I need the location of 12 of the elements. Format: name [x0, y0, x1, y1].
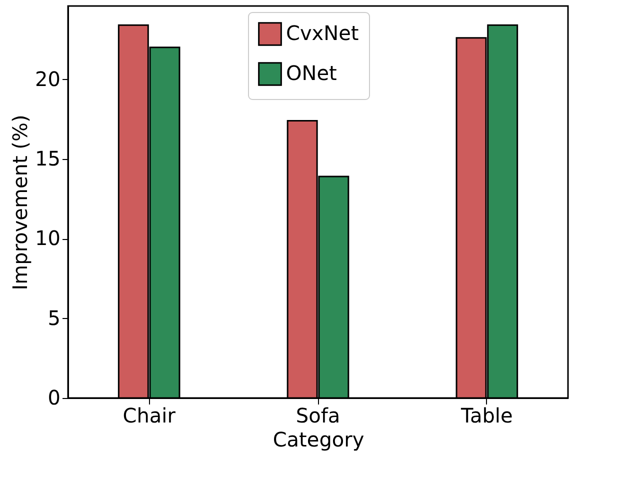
- y-tick-label: 20: [35, 66, 60, 91]
- x-tick-label: Chair: [122, 404, 176, 428]
- y-axis-title: Improvement (%): [8, 114, 32, 290]
- y-tick-label: 10: [35, 226, 60, 250]
- x-tick-label: Sofa: [296, 404, 340, 428]
- y-tick-label: 15: [35, 146, 60, 170]
- x-axis-title: Category: [272, 428, 364, 452]
- y-tick-label: 5: [48, 306, 60, 330]
- legend-label: ONet: [286, 61, 338, 85]
- x-tick-label: Table: [460, 404, 513, 428]
- legend-label: CvxNet: [286, 21, 359, 45]
- y-tick-label: 0: [48, 386, 60, 410]
